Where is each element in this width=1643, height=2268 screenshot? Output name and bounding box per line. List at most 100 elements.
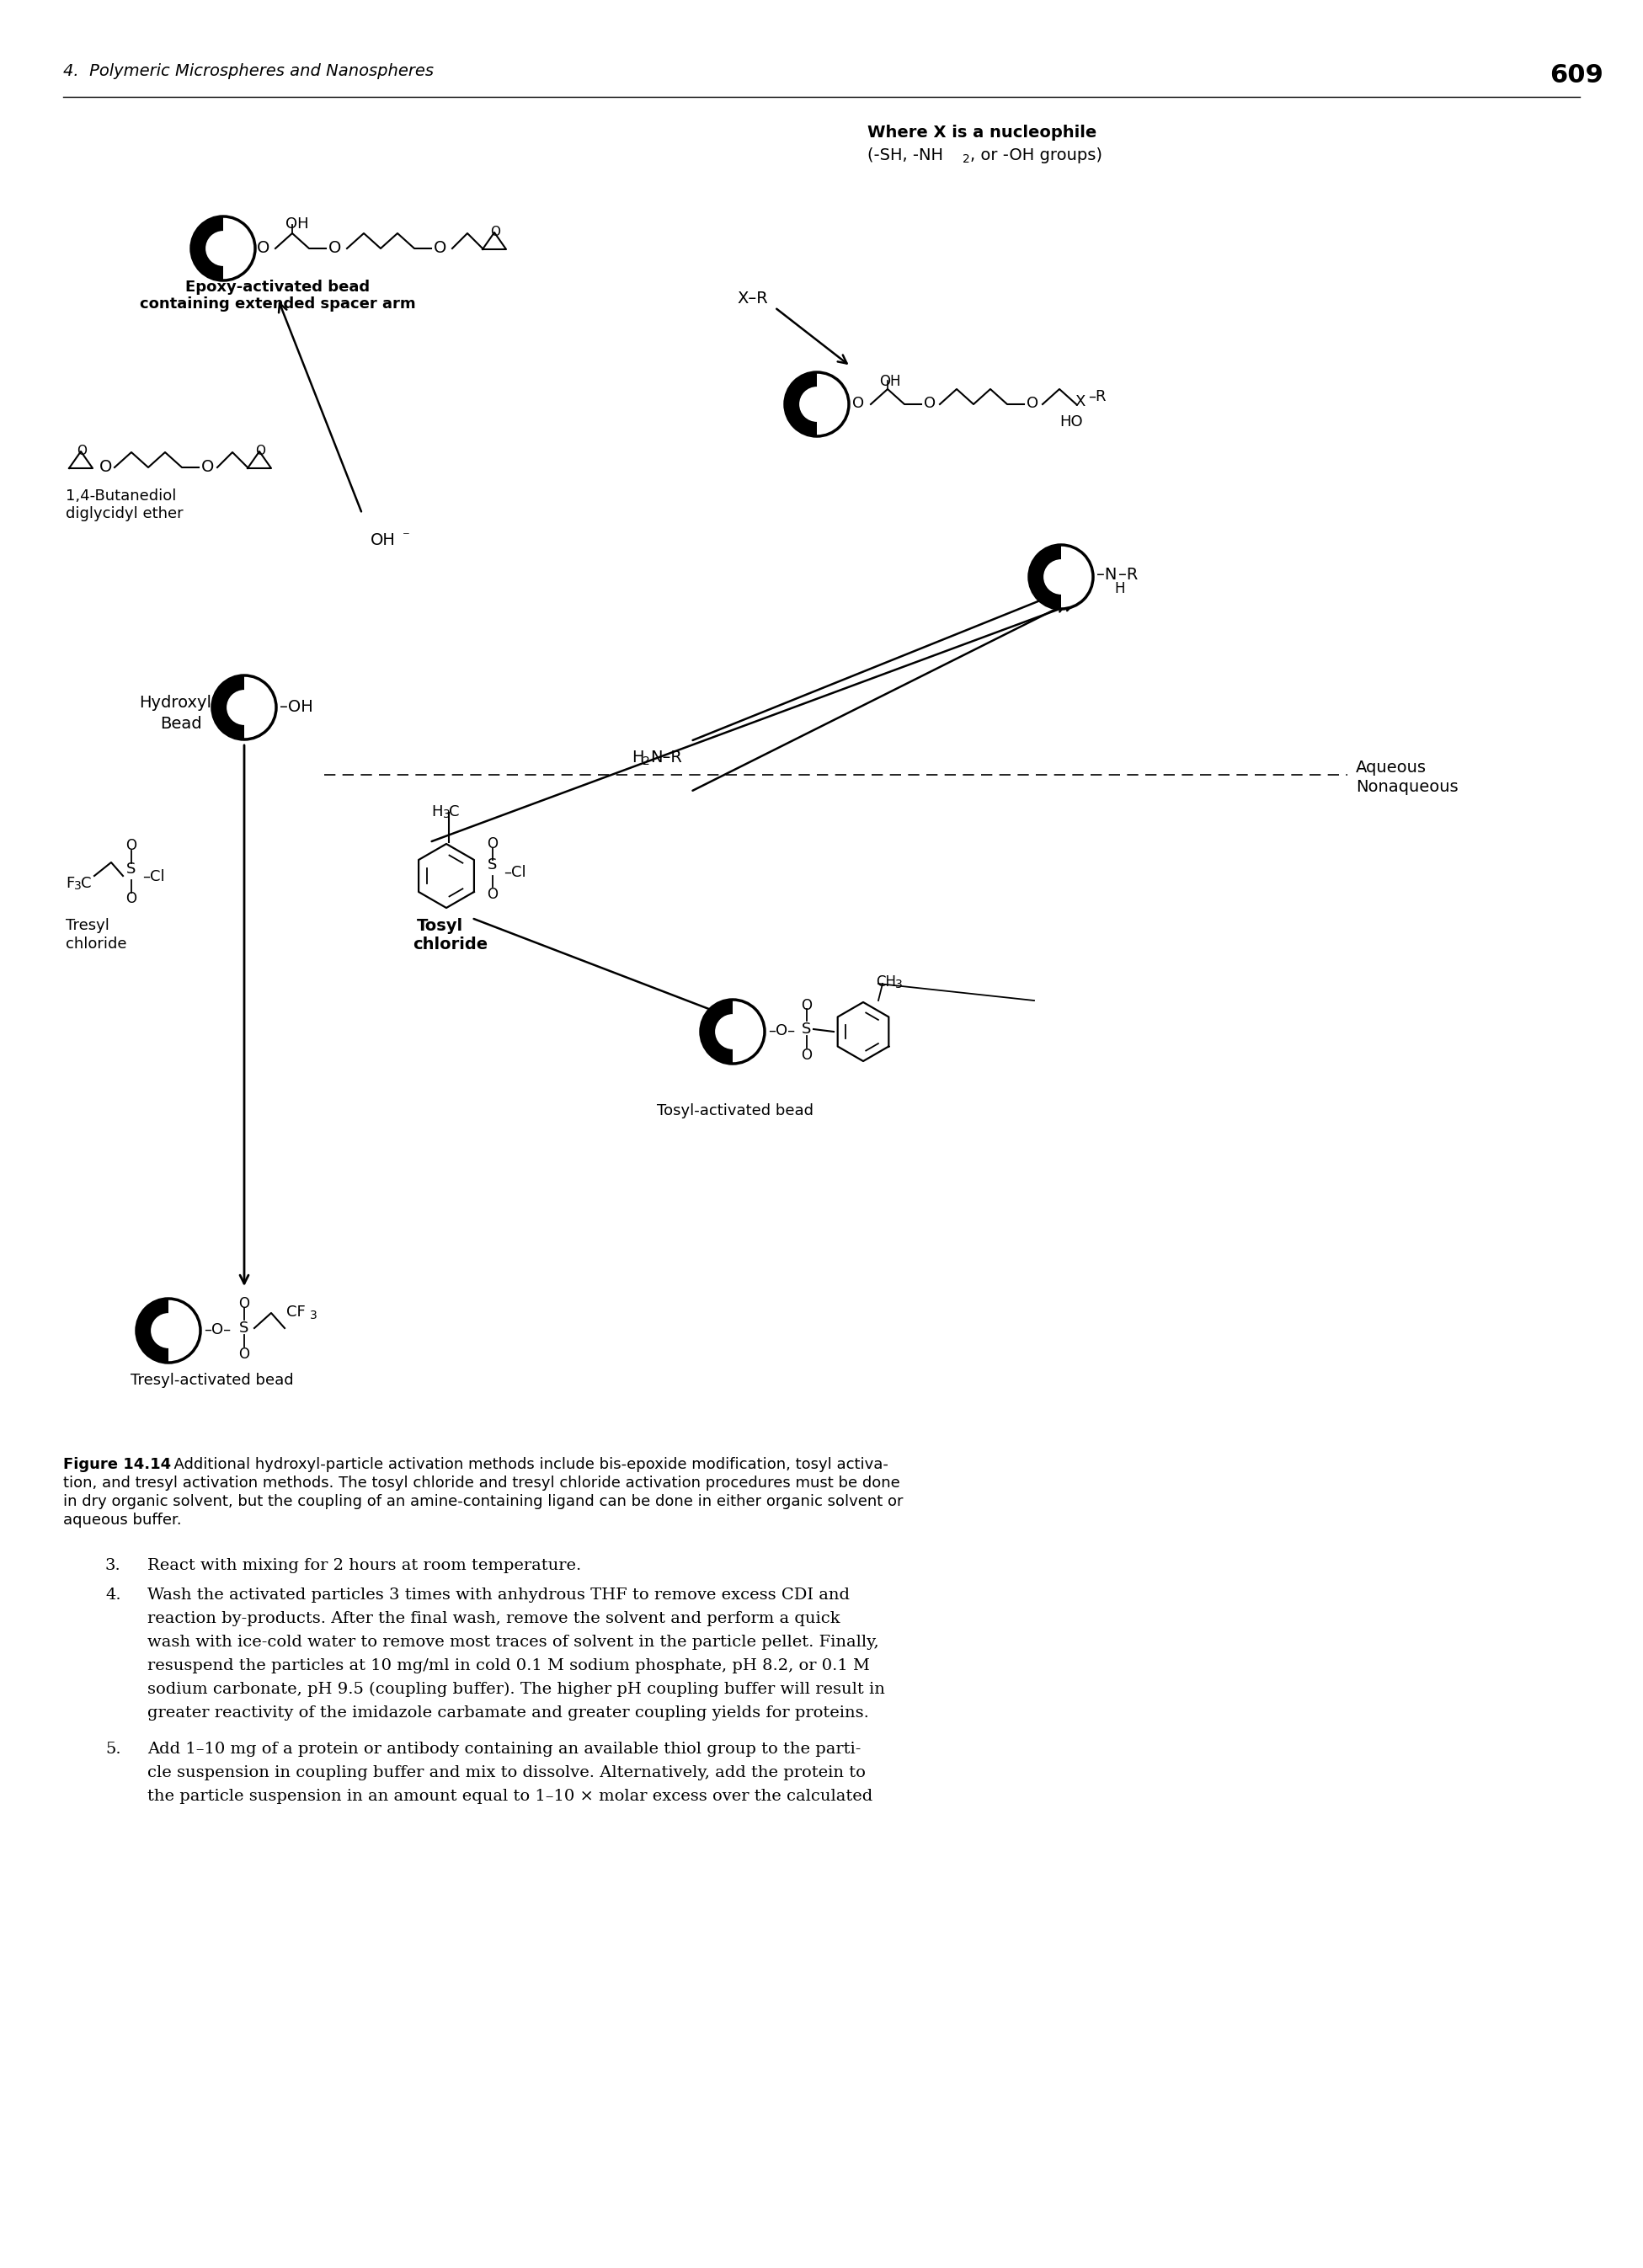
- Text: OH: OH: [371, 533, 396, 549]
- Text: –R: –R: [1119, 567, 1139, 583]
- Text: 4.: 4.: [105, 1588, 122, 1603]
- Text: –N: –N: [1096, 567, 1117, 583]
- Text: –O–: –O–: [204, 1322, 232, 1338]
- Text: N–R: N–R: [651, 748, 682, 767]
- Text: Figure 14.14: Figure 14.14: [62, 1456, 171, 1472]
- Text: Tresyl-activated bead: Tresyl-activated bead: [130, 1372, 294, 1388]
- Text: –Cl: –Cl: [143, 869, 164, 885]
- Wedge shape: [151, 1313, 169, 1347]
- Text: O: O: [800, 998, 812, 1014]
- Text: Hydroxyl: Hydroxyl: [140, 694, 212, 710]
- Text: H: H: [631, 748, 644, 767]
- Text: O: O: [434, 240, 447, 256]
- Circle shape: [191, 215, 255, 281]
- Wedge shape: [798, 386, 817, 422]
- Text: 3.: 3.: [105, 1558, 122, 1574]
- Text: S: S: [488, 857, 498, 873]
- Text: O: O: [486, 887, 498, 903]
- Text: in dry organic solvent, but the coupling of an amine-containing ligand can be do: in dry organic solvent, but the coupling…: [62, 1495, 904, 1508]
- Text: Where X is a nucleophile: Where X is a nucleophile: [868, 125, 1096, 141]
- Text: O: O: [238, 1295, 250, 1311]
- Text: 3: 3: [311, 1309, 317, 1322]
- Text: OH: OH: [286, 215, 309, 231]
- Text: 4.  Polymeric Microspheres and Nanospheres: 4. Polymeric Microspheres and Nanosphere…: [62, 64, 434, 79]
- Text: OH: OH: [879, 374, 900, 390]
- Text: 3: 3: [74, 880, 82, 891]
- Text: Epoxy-activated bead: Epoxy-activated bead: [186, 279, 370, 295]
- Text: cle suspension in coupling buffer and mix to dissolve. Alternatively, add the pr: cle suspension in coupling buffer and mi…: [148, 1765, 866, 1780]
- Text: –Cl: –Cl: [504, 864, 526, 880]
- Wedge shape: [191, 215, 223, 281]
- Text: React with mixing for 2 hours at room temperature.: React with mixing for 2 hours at room te…: [148, 1558, 582, 1574]
- Text: Tosyl: Tosyl: [417, 919, 463, 934]
- Text: chloride: chloride: [412, 937, 488, 953]
- Text: 2: 2: [642, 755, 651, 767]
- Text: sodium carbonate, pH 9.5 (coupling buffer). The higher pH coupling buffer will r: sodium carbonate, pH 9.5 (coupling buffe…: [148, 1683, 886, 1696]
- Text: Tresyl: Tresyl: [66, 919, 110, 932]
- Text: –O–: –O–: [767, 1023, 795, 1039]
- Text: Additional hydroxyl-particle activation methods include bis-epoxide modification: Additional hydroxyl-particle activation …: [164, 1456, 889, 1472]
- Wedge shape: [227, 689, 245, 726]
- Text: resuspend the particles at 10 mg/ml in cold 0.1 M sodium phosphate, pH 8.2, or 0: resuspend the particles at 10 mg/ml in c…: [148, 1658, 869, 1674]
- Text: S: S: [802, 1021, 812, 1036]
- Text: the particle suspension in an amount equal to 1–10 × molar excess over the calcu: the particle suspension in an amount equ…: [148, 1789, 872, 1803]
- Text: Aqueous: Aqueous: [1355, 760, 1426, 776]
- Text: CF: CF: [286, 1304, 306, 1320]
- Text: –OH: –OH: [279, 699, 314, 714]
- Wedge shape: [1043, 560, 1061, 594]
- Text: 1,4-Butanediol: 1,4-Butanediol: [66, 488, 176, 503]
- Text: O: O: [255, 445, 265, 458]
- Text: greater reactivity of the imidazole carbamate and greater coupling yields for pr: greater reactivity of the imidazole carb…: [148, 1706, 869, 1721]
- Text: O: O: [490, 227, 499, 238]
- Text: CH: CH: [876, 975, 895, 989]
- Wedge shape: [205, 231, 223, 265]
- Text: C: C: [449, 805, 460, 819]
- Text: reaction by-products. After the final wash, remove the solvent and perform a qui: reaction by-products. After the final wa…: [148, 1610, 840, 1626]
- Text: 3: 3: [895, 978, 902, 991]
- Circle shape: [136, 1300, 200, 1363]
- Text: chloride: chloride: [66, 937, 127, 953]
- Text: O: O: [125, 837, 136, 853]
- Text: X–R: X–R: [736, 290, 767, 306]
- Text: ⁻: ⁻: [403, 528, 409, 544]
- Text: H: H: [430, 805, 442, 819]
- Text: O: O: [99, 458, 112, 474]
- Text: O: O: [256, 240, 269, 256]
- Text: S: S: [240, 1320, 250, 1336]
- Wedge shape: [785, 372, 817, 435]
- Text: aqueous buffer.: aqueous buffer.: [62, 1513, 182, 1529]
- Text: O: O: [923, 397, 937, 411]
- Text: O: O: [202, 458, 214, 474]
- Text: HO: HO: [1060, 415, 1083, 429]
- Text: Wash the activated particles 3 times with anhydrous THF to remove excess CDI and: Wash the activated particles 3 times wit…: [148, 1588, 849, 1603]
- Text: H: H: [1114, 581, 1125, 596]
- Text: X: X: [1075, 395, 1084, 408]
- Text: Add 1–10 mg of a protein or antibody containing an available thiol group to the : Add 1–10 mg of a protein or antibody con…: [148, 1742, 861, 1758]
- Text: O: O: [486, 837, 498, 850]
- Text: 609: 609: [1549, 64, 1604, 88]
- Wedge shape: [700, 1000, 733, 1064]
- Circle shape: [1029, 544, 1093, 608]
- Circle shape: [785, 372, 849, 435]
- Text: Nonaqueous: Nonaqueous: [1355, 778, 1459, 796]
- Text: O: O: [238, 1347, 250, 1361]
- Text: –R: –R: [1088, 390, 1106, 404]
- Text: tion, and tresyl activation methods. The tosyl chloride and tresyl chloride acti: tion, and tresyl activation methods. The…: [62, 1476, 900, 1490]
- Wedge shape: [212, 676, 245, 739]
- Wedge shape: [1029, 544, 1061, 608]
- Text: O: O: [853, 397, 864, 411]
- Circle shape: [212, 676, 276, 739]
- Text: Bead: Bead: [159, 717, 202, 733]
- Text: 3: 3: [444, 807, 450, 821]
- Text: (-SH, -NH: (-SH, -NH: [868, 147, 943, 163]
- Text: S: S: [127, 862, 136, 878]
- Text: wash with ice-cold water to remove most traces of solvent in the particle pellet: wash with ice-cold water to remove most …: [148, 1635, 879, 1649]
- Circle shape: [700, 1000, 764, 1064]
- Text: Tosyl-activated bead: Tosyl-activated bead: [657, 1102, 813, 1118]
- Wedge shape: [715, 1014, 733, 1050]
- Text: O: O: [125, 891, 136, 907]
- Text: O: O: [329, 240, 342, 256]
- Text: F: F: [66, 875, 74, 891]
- Text: O: O: [77, 445, 87, 458]
- Text: 5.: 5.: [105, 1742, 122, 1758]
